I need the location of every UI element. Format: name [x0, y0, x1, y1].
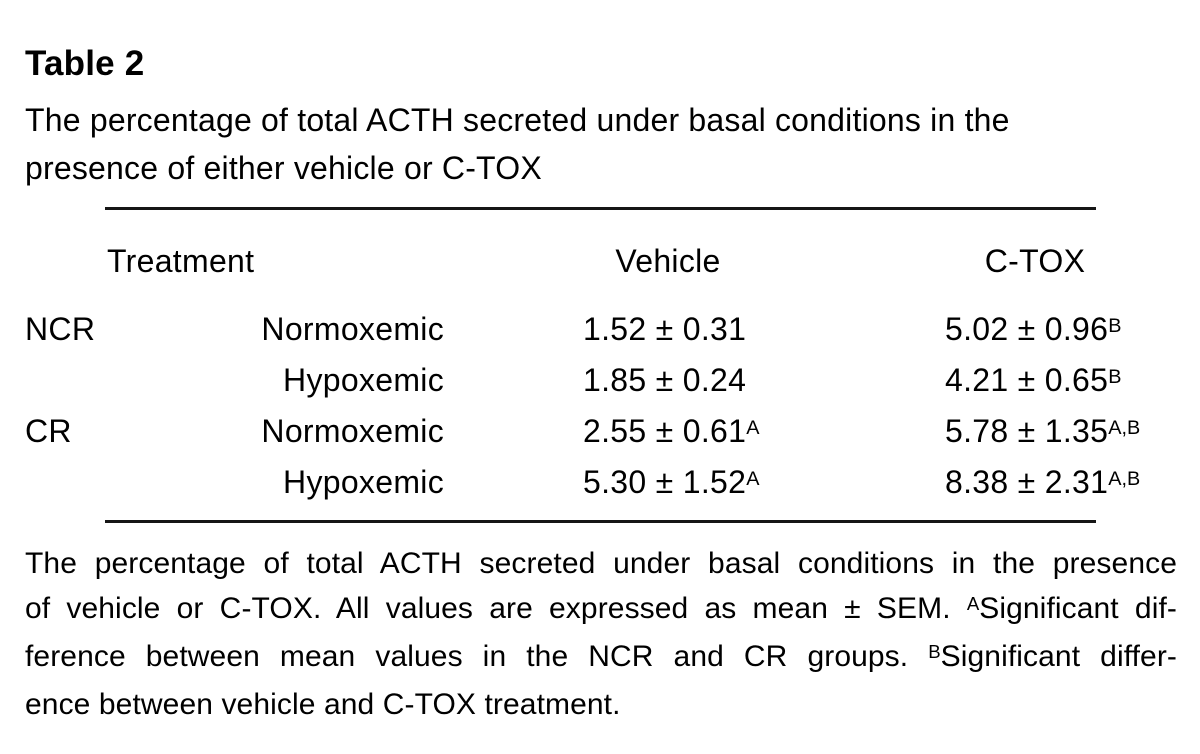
- cell-vehicle-value: 5.30 ± 1.52A: [583, 464, 760, 500]
- cell-condition: Hypoxemic: [283, 362, 444, 398]
- cell-vehicle-value: 1.52 ± 0.31: [583, 311, 747, 347]
- table-rule-bottom: [105, 520, 1096, 523]
- cell-condition: Hypoxemic: [283, 464, 444, 500]
- cell-vehicle-value: 1.85 ± 0.24: [583, 362, 747, 398]
- table-row: Hypoxemic 5.30 ± 1.52A 8.38 ± 2.31A,B: [0, 461, 1200, 503]
- table-rule-top: [105, 207, 1096, 210]
- cell-ctox-value: 5.02 ± 0.96B: [945, 311, 1122, 347]
- significance-superscript: B: [1108, 314, 1122, 337]
- cell-condition: Normoxemic: [261, 413, 444, 449]
- cell-condition: Normoxemic: [261, 311, 444, 347]
- significance-superscript: B: [1108, 365, 1122, 388]
- caption-line-2: presence of either vehicle or C-TOX: [25, 150, 542, 186]
- col-header-ctox: C-TOX: [984, 243, 1086, 279]
- footnote-superscript-b: B: [928, 641, 941, 663]
- table-row: Hypoxemic 1.85 ± 0.24 4.21 ± 0.65B: [0, 359, 1200, 401]
- footnote-line-2: of vehicle or C-TOX. All values are expr…: [25, 592, 1177, 625]
- cell-vehicle-value: 2.55 ± 0.61A: [583, 413, 760, 449]
- cell-group: NCR: [25, 311, 96, 347]
- significance-superscript: A: [746, 467, 760, 490]
- significance-superscript: A: [746, 416, 760, 439]
- cell-ctox-value: 4.21 ± 0.65B: [945, 362, 1122, 398]
- cell-ctox-value: 5.78 ± 1.35A,B: [945, 413, 1141, 449]
- cell-ctox-value: 8.38 ± 2.31A,B: [945, 464, 1141, 500]
- table-footnote: The percentage of total ACTH secreted un…: [25, 541, 1177, 727]
- table-row: NCR Normoxemic 1.52 ± 0.31 5.02 ± 0.96B: [0, 308, 1200, 350]
- footnote-line-1: The percentage of total ACTH secreted un…: [25, 547, 1177, 580]
- table-row: CR Normoxemic 2.55 ± 0.61A 5.78 ± 1.35A,…: [0, 410, 1200, 452]
- col-header-vehicle: Vehicle: [615, 243, 721, 279]
- caption-line-1: The percentage of total ACTH secreted un…: [25, 102, 1010, 138]
- table-header-row: Treatment Vehicle C-TOX: [0, 240, 1200, 282]
- table-title: Table 2: [25, 44, 145, 83]
- footnote-superscript-a: A: [966, 593, 980, 615]
- significance-superscript: A,B: [1108, 416, 1141, 439]
- table-caption: The percentage of total ACTH secreted un…: [25, 96, 1185, 192]
- col-header-treatment: Treatment: [107, 243, 255, 279]
- significance-superscript: A,B: [1108, 467, 1141, 490]
- footnote-line-3: ference between mean values in the NCR a…: [25, 640, 1178, 673]
- footnote-line-4: ence between vehicle and C-TOX treatment…: [25, 688, 621, 721]
- cell-group: CR: [25, 413, 72, 449]
